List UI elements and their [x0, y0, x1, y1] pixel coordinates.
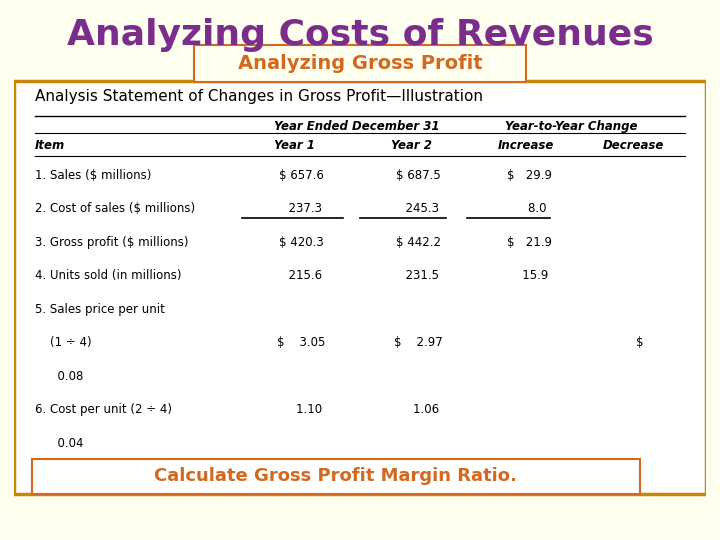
Text: $   29.9: $ 29.9 [507, 169, 552, 182]
Text: $ 420.3: $ 420.3 [279, 236, 323, 249]
Text: $ 687.5: $ 687.5 [397, 169, 441, 182]
Text: Analysis Statement of Changes in Gross Profit—Illustration: Analysis Statement of Changes in Gross P… [35, 89, 483, 104]
Text: $: $ [636, 336, 644, 349]
Text: 3. Gross profit ($ millions): 3. Gross profit ($ millions) [35, 236, 189, 249]
FancyBboxPatch shape [14, 81, 706, 494]
Text: $   21.9: $ 21.9 [507, 236, 552, 249]
Text: 1.10: 1.10 [281, 403, 322, 416]
Text: Analyzing Costs of Revenues: Analyzing Costs of Revenues [67, 18, 653, 52]
FancyBboxPatch shape [32, 459, 640, 494]
Text: 4. Units sold (in millions): 4. Units sold (in millions) [35, 269, 181, 282]
Text: 6. Cost per unit (2 ÷ 4): 6. Cost per unit (2 ÷ 4) [35, 403, 172, 416]
Text: 0.08: 0.08 [35, 370, 84, 383]
Text: Increase: Increase [498, 139, 554, 152]
Text: Item: Item [35, 139, 66, 152]
Text: Analyzing Gross Profit: Analyzing Gross Profit [238, 54, 482, 73]
Text: $ 657.6: $ 657.6 [279, 169, 324, 182]
Text: Year 2: Year 2 [392, 139, 432, 152]
Text: 1.06: 1.06 [398, 403, 439, 416]
Text: 5. Sales price per unit: 5. Sales price per unit [35, 303, 165, 316]
Text: $ 442.2: $ 442.2 [396, 236, 441, 249]
Text: 15.9: 15.9 [510, 269, 548, 282]
Text: 2. Cost of sales ($ millions): 2. Cost of sales ($ millions) [35, 202, 195, 215]
Text: 231.5: 231.5 [398, 269, 439, 282]
Text: Year-to-Year Change: Year-to-Year Change [505, 120, 637, 133]
Text: 215.6: 215.6 [281, 269, 322, 282]
Text: Year 1: Year 1 [274, 139, 315, 152]
Text: Decrease: Decrease [603, 139, 664, 152]
Text: $    3.05: $ 3.05 [277, 336, 325, 349]
Text: $    2.97: $ 2.97 [395, 336, 443, 349]
Text: Year Ended December 31: Year Ended December 31 [274, 120, 439, 133]
Text: 0.04: 0.04 [35, 437, 84, 450]
Text: Calculate Gross Profit Margin Ratio.: Calculate Gross Profit Margin Ratio. [154, 467, 517, 485]
Text: 245.3: 245.3 [398, 202, 439, 215]
Text: 8.0: 8.0 [513, 202, 546, 215]
Text: (1 ÷ 4): (1 ÷ 4) [35, 336, 91, 349]
Text: 1. Sales ($ millions): 1. Sales ($ millions) [35, 169, 151, 182]
Text: 237.3: 237.3 [281, 202, 322, 215]
FancyBboxPatch shape [194, 45, 526, 82]
